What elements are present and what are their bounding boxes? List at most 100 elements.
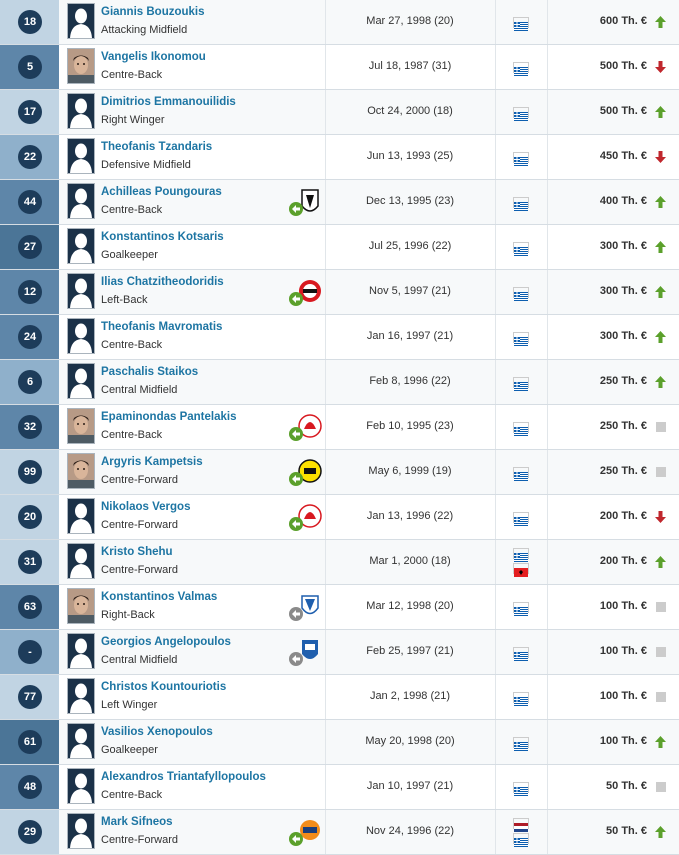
player-row: 61 Vasilios Xenopoulos Goalkeeper May 20, 1… xyxy=(0,720,679,765)
value-trend-same-icon xyxy=(655,690,666,702)
value-trend-same-icon xyxy=(655,780,666,792)
shirt-number: 5 xyxy=(18,55,42,79)
player-photo[interactable] xyxy=(67,543,95,579)
player-name-link[interactable]: Theofanis Mavromatis xyxy=(101,321,223,333)
player-name-link[interactable]: Ilias Chatzitheodoridis xyxy=(101,276,224,288)
shirt-number: 32 xyxy=(18,415,42,439)
player-row: 48 Alexandros Triantafyllopoulos Centre-Ba… xyxy=(0,765,679,810)
player-name-link[interactable]: Konstantinos Valmas xyxy=(101,591,218,603)
player-position: Right Winger xyxy=(101,114,165,126)
player-name-link[interactable]: Konstantinos Kotsaris xyxy=(101,231,224,243)
player-photo[interactable] xyxy=(67,588,95,624)
player-name-link[interactable]: Dimitrios Emmanouilidis xyxy=(101,96,236,108)
position-cell: 27 xyxy=(0,225,59,269)
date-of-birth: Oct 24, 2000 (18) xyxy=(367,105,453,117)
player-photo[interactable] xyxy=(67,633,95,669)
market-value: 400 Th. € xyxy=(599,195,647,207)
position-cell: 99 xyxy=(0,450,59,494)
player-name-link[interactable]: Mark Sifneos xyxy=(101,816,173,828)
position-cell: 6 xyxy=(0,360,59,404)
on-loan-club-icon[interactable] xyxy=(288,413,322,443)
column-divider xyxy=(495,0,496,44)
player-position: Centre-Forward xyxy=(101,474,179,486)
value-trend-up-icon xyxy=(655,555,666,568)
on-loan-club-icon[interactable] xyxy=(288,188,322,218)
column-divider xyxy=(547,315,548,359)
player-name-link[interactable]: Epaminondas Pantelakis xyxy=(101,411,237,423)
player-name-link[interactable]: Achilleas Poungouras xyxy=(101,186,222,198)
date-of-birth: Jun 13, 1993 (25) xyxy=(366,150,454,162)
value-trend-up-icon xyxy=(655,285,666,298)
netherlands-flag-icon xyxy=(513,818,529,832)
player-name-link[interactable]: Paschalis Staikos xyxy=(101,366,199,378)
greece-flag-icon xyxy=(513,512,529,526)
player-name-link[interactable]: Vasilios Xenopoulos xyxy=(101,726,213,738)
player-name-link[interactable]: Nikolaos Vergos xyxy=(101,501,191,513)
column-divider xyxy=(325,810,326,854)
player-photo[interactable] xyxy=(67,408,95,444)
date-of-birth: Jan 10, 1997 (21) xyxy=(366,780,454,792)
shirt-number: 12 xyxy=(18,280,42,304)
player-row: 22 Theofanis Tzandaris Defensive Midfield J… xyxy=(0,135,679,180)
market-value: 300 Th. € xyxy=(599,285,647,297)
column-divider xyxy=(547,180,548,224)
player-position: Goalkeeper xyxy=(101,744,158,756)
on-loan-club-icon[interactable] xyxy=(288,638,322,668)
shirt-number: 20 xyxy=(18,505,42,529)
date-of-birth: Mar 1, 2000 (18) xyxy=(369,555,451,567)
player-name-link[interactable]: Vangelis Ikonomou xyxy=(101,51,206,63)
on-loan-club-icon[interactable] xyxy=(288,458,322,488)
player-photo[interactable] xyxy=(67,318,95,354)
player-position: Right-Back xyxy=(101,609,155,621)
column-divider xyxy=(495,405,496,449)
player-photo[interactable] xyxy=(67,363,95,399)
column-divider xyxy=(547,720,548,764)
player-name-link[interactable]: Theofanis Tzandaris xyxy=(101,141,213,153)
position-cell: 18 xyxy=(0,0,59,44)
player-photo[interactable] xyxy=(67,813,95,849)
on-loan-club-icon[interactable] xyxy=(288,278,322,308)
player-name-link[interactable]: Georgios Angelopoulos xyxy=(101,636,231,648)
player-name-link[interactable]: Kristo Shehu xyxy=(101,546,173,558)
player-photo[interactable] xyxy=(67,183,95,219)
position-cell: 77 xyxy=(0,675,59,719)
value-trend-up-icon xyxy=(655,330,666,343)
column-divider xyxy=(325,225,326,269)
player-photo[interactable] xyxy=(67,48,95,84)
column-divider xyxy=(325,90,326,134)
column-divider xyxy=(547,360,548,404)
player-name-link[interactable]: Giannis Bouzoukis xyxy=(101,6,205,18)
player-photo[interactable] xyxy=(67,723,95,759)
player-photo[interactable] xyxy=(67,768,95,804)
market-value: 200 Th. € xyxy=(599,510,647,522)
player-name-link[interactable]: Christos Kountouriotis xyxy=(101,681,227,693)
player-name-link[interactable]: Alexandros Triantafyllopoulos xyxy=(101,771,266,783)
date-of-birth: May 20, 1998 (20) xyxy=(365,735,455,747)
player-photo[interactable] xyxy=(67,678,95,714)
date-of-birth: Nov 5, 1997 (21) xyxy=(369,285,451,297)
player-photo[interactable] xyxy=(67,228,95,264)
column-divider xyxy=(547,405,548,449)
greece-flag-icon xyxy=(513,107,529,121)
greece-flag-icon xyxy=(513,833,529,847)
position-cell: 24 xyxy=(0,315,59,359)
player-name-link[interactable]: Argyris Kampetsis xyxy=(101,456,203,468)
date-of-birth: Feb 25, 1997 (21) xyxy=(366,645,454,657)
player-photo[interactable] xyxy=(67,3,95,39)
on-loan-club-icon[interactable] xyxy=(288,593,322,623)
player-photo[interactable] xyxy=(67,453,95,489)
market-value: 250 Th. € xyxy=(599,465,647,477)
market-value: 500 Th. € xyxy=(599,60,647,72)
on-loan-club-icon[interactable] xyxy=(288,503,322,533)
column-divider xyxy=(495,90,496,134)
player-photo[interactable] xyxy=(67,498,95,534)
shirt-number: 17 xyxy=(18,100,42,124)
player-photo[interactable] xyxy=(67,93,95,129)
player-photo[interactable] xyxy=(67,138,95,174)
value-trend-up-icon xyxy=(655,240,666,253)
on-loan-club-icon[interactable] xyxy=(288,818,322,848)
column-divider xyxy=(325,450,326,494)
player-photo[interactable] xyxy=(67,273,95,309)
greece-flag-icon xyxy=(513,548,529,562)
